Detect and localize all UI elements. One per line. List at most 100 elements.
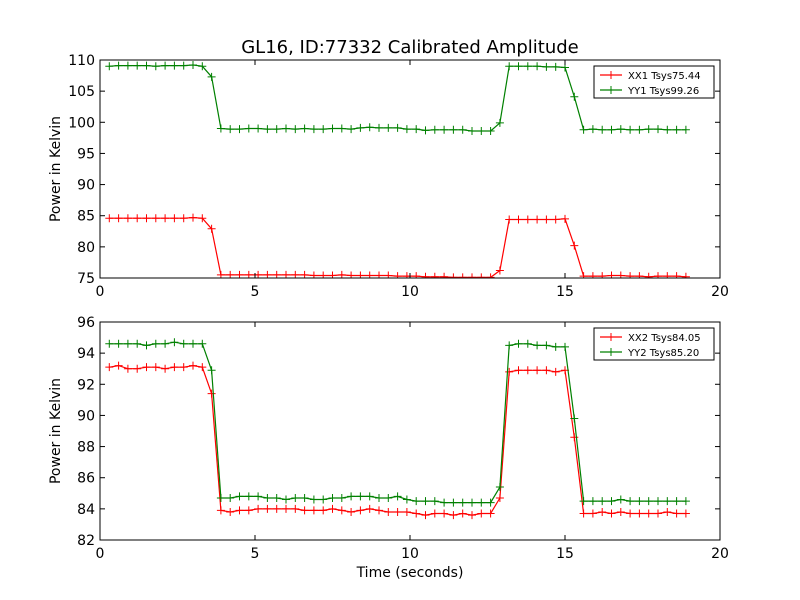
data-point <box>495 483 504 492</box>
data-point <box>561 342 569 351</box>
data-point <box>672 497 681 506</box>
data-point <box>533 215 542 224</box>
data-point <box>114 339 123 348</box>
y-axis-label: Power in Kelvin <box>48 378 64 484</box>
data-point <box>384 507 393 516</box>
data-point <box>282 124 290 133</box>
legend: XX2 Tsys84.05 YY2 Tsys85.20 <box>593 327 715 361</box>
x-axis-label: Time (seconds) <box>356 565 464 581</box>
data-point <box>533 62 542 71</box>
data-point <box>347 507 356 516</box>
data-point <box>254 504 263 513</box>
data-point <box>635 125 644 134</box>
data-point <box>216 124 225 133</box>
data-point <box>523 366 532 375</box>
data-point <box>123 364 132 373</box>
data-point <box>468 127 476 136</box>
data-point <box>114 214 123 223</box>
data-point <box>254 124 263 133</box>
data-point <box>635 509 644 518</box>
data-point <box>161 214 170 223</box>
data-point <box>644 509 653 518</box>
data-point <box>356 123 365 132</box>
data-point <box>421 511 430 520</box>
data-point <box>440 509 449 518</box>
y-tick-label: 75 <box>77 271 95 287</box>
x-tick-label: 0 <box>96 546 105 562</box>
data-point <box>412 509 421 518</box>
data-point <box>179 363 188 372</box>
data-point <box>626 509 635 518</box>
data-point <box>654 125 662 134</box>
data-point <box>570 414 579 423</box>
data-point <box>458 498 467 507</box>
legend-entry: YY1 Tsys99.26 <box>600 86 699 97</box>
data-point <box>179 339 188 348</box>
data-point <box>505 62 514 71</box>
data-point <box>161 61 170 70</box>
data-point <box>151 62 160 71</box>
data-point <box>542 215 551 224</box>
data-point <box>393 123 402 132</box>
y-axis-label: Power in Kelvin <box>48 116 64 222</box>
data-point <box>198 339 207 348</box>
data-point <box>477 498 486 507</box>
data-point <box>635 497 644 506</box>
data-point <box>347 271 356 278</box>
data-point <box>672 509 681 518</box>
data-point <box>588 497 597 506</box>
data-point <box>654 497 662 506</box>
data-point <box>105 363 114 372</box>
data-point <box>588 125 597 134</box>
data-point <box>533 366 542 375</box>
data-point <box>654 272 662 278</box>
data-point <box>570 92 579 101</box>
data-point <box>635 272 644 278</box>
data-point <box>309 125 318 134</box>
data-point <box>300 124 309 133</box>
data-point <box>663 507 672 516</box>
data-point <box>430 125 439 134</box>
data-point <box>291 493 300 502</box>
data-point <box>291 125 300 134</box>
data-point <box>235 125 244 134</box>
y-tick-label: 96 <box>77 315 95 331</box>
data-point <box>235 506 244 515</box>
data-point <box>319 125 328 134</box>
data-point <box>161 339 170 348</box>
series-2-2 <box>105 338 690 507</box>
y-tick-label: 100 <box>68 115 95 131</box>
data-point <box>421 272 430 278</box>
data-point <box>644 125 653 134</box>
data-point <box>598 272 607 278</box>
legend-label: YY2 Tsys85.20 <box>627 348 699 359</box>
data-point <box>598 125 607 134</box>
data-point <box>607 125 616 134</box>
data-point <box>151 214 160 223</box>
data-point <box>551 62 560 71</box>
data-point <box>309 506 318 515</box>
data-point <box>272 493 281 502</box>
series-2-1 <box>105 361 690 520</box>
data-point <box>412 125 421 134</box>
y-tick-label: 95 <box>77 146 95 162</box>
data-point <box>142 61 151 70</box>
data-point <box>133 339 142 348</box>
data-point <box>189 361 197 370</box>
data-point <box>402 507 411 516</box>
data-point <box>402 495 411 504</box>
data-point <box>375 506 383 515</box>
data-point <box>170 61 179 70</box>
x-axis: 0 5 10 15 20 <box>96 322 729 562</box>
data-point <box>672 125 681 134</box>
data-point <box>440 125 449 134</box>
data-point <box>365 504 374 513</box>
legend-marker <box>607 71 615 79</box>
data-point <box>216 493 225 502</box>
data-point <box>123 214 132 223</box>
y-tick-label: 94 <box>77 346 95 362</box>
data-point <box>309 271 318 278</box>
data-point <box>644 272 653 278</box>
data-point <box>189 339 197 348</box>
data-point <box>328 271 337 278</box>
